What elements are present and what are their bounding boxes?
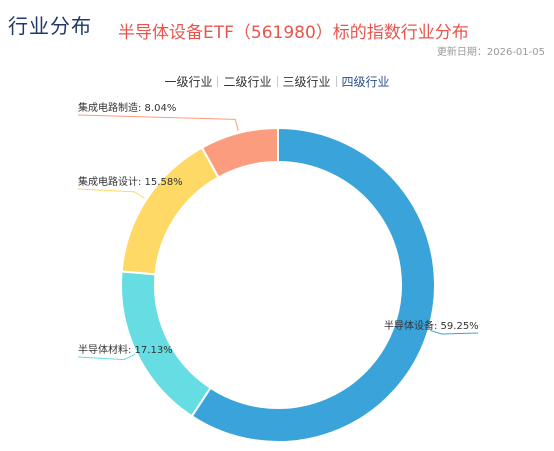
tab-divider bbox=[335, 76, 337, 87]
slice-label-1: 半导体设备: 59.25% bbox=[384, 319, 479, 332]
tab-level-4[interactable]: 四级行业 bbox=[341, 75, 390, 89]
slice-label-2: 半导体材料: 17.13% bbox=[78, 343, 173, 356]
slice-label-3: 集成电路设计: 15.58% bbox=[78, 175, 183, 188]
tab-divider bbox=[217, 76, 219, 87]
update-date: 更新日期：2026-01-05 bbox=[436, 47, 545, 58]
leader-line-2 bbox=[77, 353, 136, 361]
leader-line-1 bbox=[430, 330, 479, 335]
slice-4[interactable] bbox=[200, 126, 279, 179]
tab-level-3[interactable]: 三级行业 bbox=[282, 75, 331, 89]
section-title: 行业分布 bbox=[8, 14, 92, 38]
leader-line-3 bbox=[77, 188, 145, 199]
tab-level-1[interactable]: 一级行业 bbox=[164, 75, 213, 89]
industry-level-tabs: 一级行业 二级行业 三级行业 四级行业 bbox=[0, 73, 554, 90]
slice-label-4: 集成电路制造: 8.04% bbox=[78, 101, 176, 114]
chart-title: 半导体设备ETF（561980）标的指数行业分布 bbox=[118, 23, 469, 43]
leader-line-4 bbox=[77, 114, 239, 132]
tab-divider bbox=[276, 76, 278, 87]
slice-3[interactable] bbox=[120, 146, 220, 276]
tab-level-2[interactable]: 二级行业 bbox=[223, 75, 272, 89]
slice-2[interactable] bbox=[120, 270, 212, 418]
slice-1[interactable] bbox=[190, 126, 436, 443]
